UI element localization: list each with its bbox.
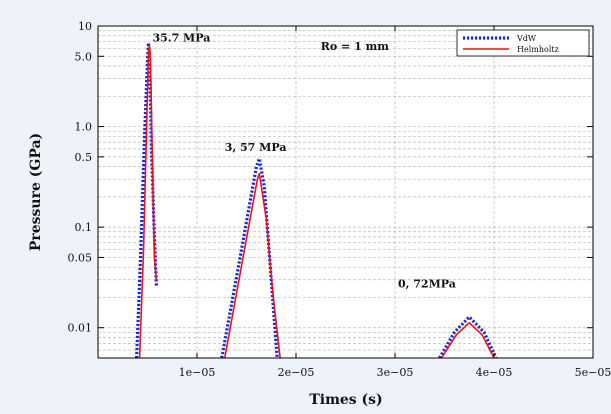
annotation-label: 0, 72MPa [398, 278, 456, 291]
y-tick-label: 10 [78, 20, 92, 33]
x-axis-title: Times (s) [309, 392, 382, 408]
annotation-label: 3, 57 MPa [225, 141, 287, 154]
y-tick-label: 0.5 [75, 151, 93, 164]
y-tick-label: 0.1 [75, 221, 93, 234]
legend: VdW Helmholtz [457, 30, 589, 56]
y-tick-label: 1.0 [75, 121, 93, 134]
annotation-label: Ro = 1 mm [321, 40, 389, 53]
y-tick-label: 0.05 [68, 251, 93, 264]
x-tick-label: 3e−05 [377, 366, 414, 379]
x-tick-label: 4e−05 [476, 366, 513, 379]
y-tick-label: 5.0 [75, 50, 93, 63]
y-axis-title: Pressure (GPa) [28, 133, 44, 251]
legend-label: VdW [516, 34, 537, 43]
x-tick-label: 1e−05 [179, 366, 216, 379]
legend-label: Helmholtz [517, 45, 559, 54]
x-tick-label: 2e−05 [278, 366, 315, 379]
plot-background [98, 26, 593, 358]
x-tick-label: 5e−05 [575, 366, 611, 379]
annotation-label: 35.7 MPa [152, 32, 210, 45]
y-tick-label: 0.01 [68, 322, 93, 335]
